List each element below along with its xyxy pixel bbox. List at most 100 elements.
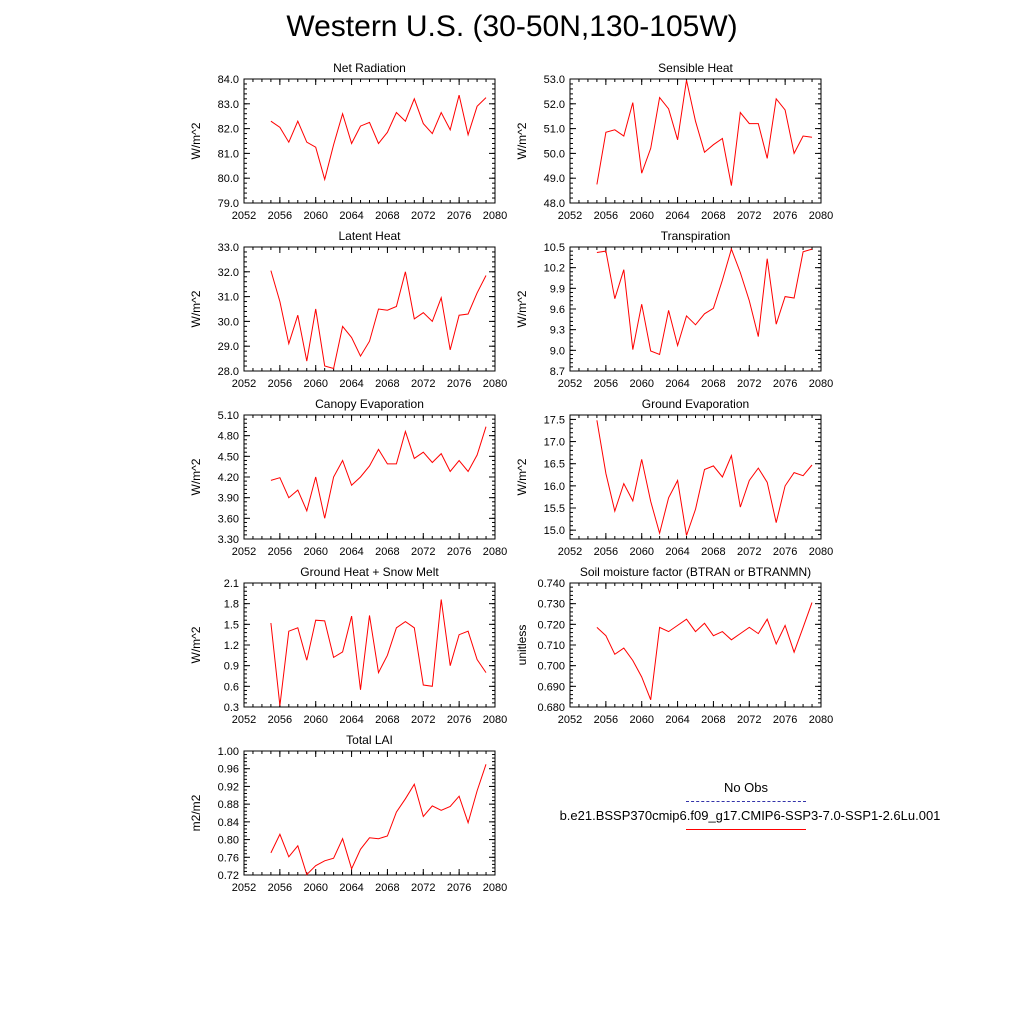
y-tick-label: 8.7 bbox=[550, 366, 565, 378]
x-tick-label: 2064 bbox=[339, 714, 363, 726]
panel-title: Ground Evaporation bbox=[642, 397, 749, 411]
y-tick-label: 83.0 bbox=[218, 99, 239, 111]
x-tick-label: 2068 bbox=[375, 714, 399, 726]
y-tick-label: 5.10 bbox=[218, 410, 239, 422]
y-axis-label: W/m^2 bbox=[189, 458, 203, 495]
y-tick-label: 4.80 bbox=[218, 431, 239, 443]
x-tick-label: 2052 bbox=[232, 210, 256, 222]
x-tick-label: 2052 bbox=[558, 378, 582, 390]
x-tick-label: 2080 bbox=[483, 882, 507, 894]
x-tick-label: 2060 bbox=[303, 546, 327, 558]
y-tick-label: 52.0 bbox=[544, 99, 565, 111]
y-tick-label: 0.740 bbox=[537, 578, 565, 590]
plot-frame bbox=[569, 414, 822, 540]
y-tick-label: 10.2 bbox=[544, 263, 565, 275]
y-tick-label: 16.0 bbox=[544, 481, 565, 493]
y-tick-label: 84.0 bbox=[218, 74, 239, 86]
y-tick-label: 0.690 bbox=[537, 681, 565, 693]
x-tick-label: 2068 bbox=[701, 378, 725, 390]
y-tick-label: 31.0 bbox=[218, 292, 239, 304]
y-tick-label: 0.710 bbox=[537, 640, 565, 652]
x-tick-label: 2080 bbox=[809, 210, 833, 222]
y-axis-label: W/m^2 bbox=[189, 122, 203, 159]
y-tick-label: 0.76 bbox=[218, 852, 239, 864]
y-tick-label: 2.1 bbox=[224, 578, 239, 590]
x-tick-label: 2052 bbox=[558, 546, 582, 558]
x-tick-label: 2060 bbox=[303, 714, 327, 726]
x-tick-label: 2068 bbox=[375, 882, 399, 894]
y-tick-label: 15.0 bbox=[544, 525, 565, 537]
x-tick-label: 2052 bbox=[232, 882, 256, 894]
y-tick-label: 0.9 bbox=[224, 661, 239, 673]
x-tick-label: 2080 bbox=[809, 378, 833, 390]
y-tick-label: 0.80 bbox=[218, 835, 239, 847]
x-tick-label: 2072 bbox=[411, 714, 435, 726]
x-tick-label: 2068 bbox=[701, 210, 725, 222]
y-axis-label: m2/m2 bbox=[189, 794, 203, 831]
x-tick-label: 2064 bbox=[339, 882, 363, 894]
y-tick-label: 49.0 bbox=[544, 173, 565, 185]
x-tick-label: 2060 bbox=[303, 378, 327, 390]
panel-6: Ground Heat + Snow Melt W/m^2 2052 2056 2060… bbox=[189, 565, 507, 726]
series-line bbox=[596, 80, 813, 186]
x-tick-label: 2060 bbox=[629, 378, 653, 390]
x-tick-label: 2056 bbox=[268, 882, 292, 894]
x-tick-label: 2052 bbox=[558, 210, 582, 222]
x-tick-label: 2064 bbox=[339, 378, 363, 390]
x-tick-label: 2056 bbox=[268, 714, 292, 726]
y-tick-label: 48.0 bbox=[544, 198, 565, 210]
y-tick-label: 0.88 bbox=[218, 799, 239, 811]
y-tick-label: 17.5 bbox=[544, 414, 565, 426]
y-tick-label: 32.0 bbox=[218, 267, 239, 279]
x-tick-label: 2068 bbox=[375, 378, 399, 390]
y-tick-label: 29.0 bbox=[218, 341, 239, 353]
panel-title: Ground Heat + Snow Melt bbox=[300, 565, 439, 579]
x-tick-label: 2076 bbox=[773, 714, 797, 726]
series-line bbox=[596, 602, 813, 700]
y-tick-label: 0.84 bbox=[218, 817, 239, 829]
x-tick-label: 2064 bbox=[665, 714, 689, 726]
y-tick-label: 80.0 bbox=[218, 173, 239, 185]
x-tick-label: 2072 bbox=[737, 546, 761, 558]
y-tick-label: 15.5 bbox=[544, 503, 565, 515]
x-tick-label: 2052 bbox=[232, 546, 256, 558]
x-tick-label: 2056 bbox=[268, 210, 292, 222]
panel-3: Transpiration W/m^2 2052 2056 2060 2064 2068 20… bbox=[515, 229, 833, 390]
x-tick-label: 2072 bbox=[737, 714, 761, 726]
x-tick-label: 2076 bbox=[773, 210, 797, 222]
x-tick-label: 2064 bbox=[665, 378, 689, 390]
x-tick-label: 2056 bbox=[594, 546, 618, 558]
y-tick-label: 0.700 bbox=[537, 661, 565, 673]
x-tick-label: 2056 bbox=[268, 546, 292, 558]
plot-frame bbox=[243, 414, 496, 540]
panel-8: Total LAI m2/m2 2052 2056 2060 2064 2068 2072 20… bbox=[189, 733, 507, 894]
panel-title: Sensible Heat bbox=[658, 61, 733, 75]
y-tick-label: 53.0 bbox=[544, 74, 565, 86]
x-tick-label: 2068 bbox=[701, 546, 725, 558]
plot-frame bbox=[243, 750, 496, 876]
y-tick-label: 79.0 bbox=[218, 198, 239, 210]
y-tick-label: 0.96 bbox=[218, 764, 239, 776]
x-tick-label: 2052 bbox=[232, 714, 256, 726]
y-tick-label: 3.90 bbox=[218, 493, 239, 505]
panel-title: Soil moisture factor (BTRAN or BTRANMN) bbox=[580, 565, 811, 579]
x-tick-label: 2056 bbox=[594, 714, 618, 726]
x-tick-label: 2056 bbox=[594, 210, 618, 222]
panel-title: Total LAI bbox=[346, 733, 393, 747]
x-tick-label: 2072 bbox=[737, 378, 761, 390]
x-tick-label: 2068 bbox=[375, 210, 399, 222]
series-line bbox=[270, 270, 487, 370]
y-tick-label: 0.92 bbox=[218, 781, 239, 793]
y-tick-label: 0.680 bbox=[537, 702, 565, 714]
y-tick-label: 4.50 bbox=[218, 451, 239, 463]
series-line bbox=[270, 599, 487, 706]
panel-0: Net Radiation W/m^2 2052 2056 2060 2064 2068 20… bbox=[189, 61, 507, 222]
panel-7: Soil moisture factor (BTRAN or BTRANMN) u… bbox=[515, 565, 833, 726]
y-tick-label: 9.0 bbox=[550, 345, 565, 357]
series-line bbox=[596, 247, 813, 356]
y-tick-label: 30.0 bbox=[218, 316, 239, 328]
legend-case-label: b.e21.BSSP370cmip6.f09_g17.CMIP6-SSP3-7.… bbox=[559, 808, 941, 823]
y-tick-label: 9.9 bbox=[550, 283, 565, 295]
legend-case-line bbox=[686, 829, 806, 830]
panel-2: Latent Heat W/m^2 2052 2056 2060 2064 2068 2072… bbox=[189, 229, 507, 390]
